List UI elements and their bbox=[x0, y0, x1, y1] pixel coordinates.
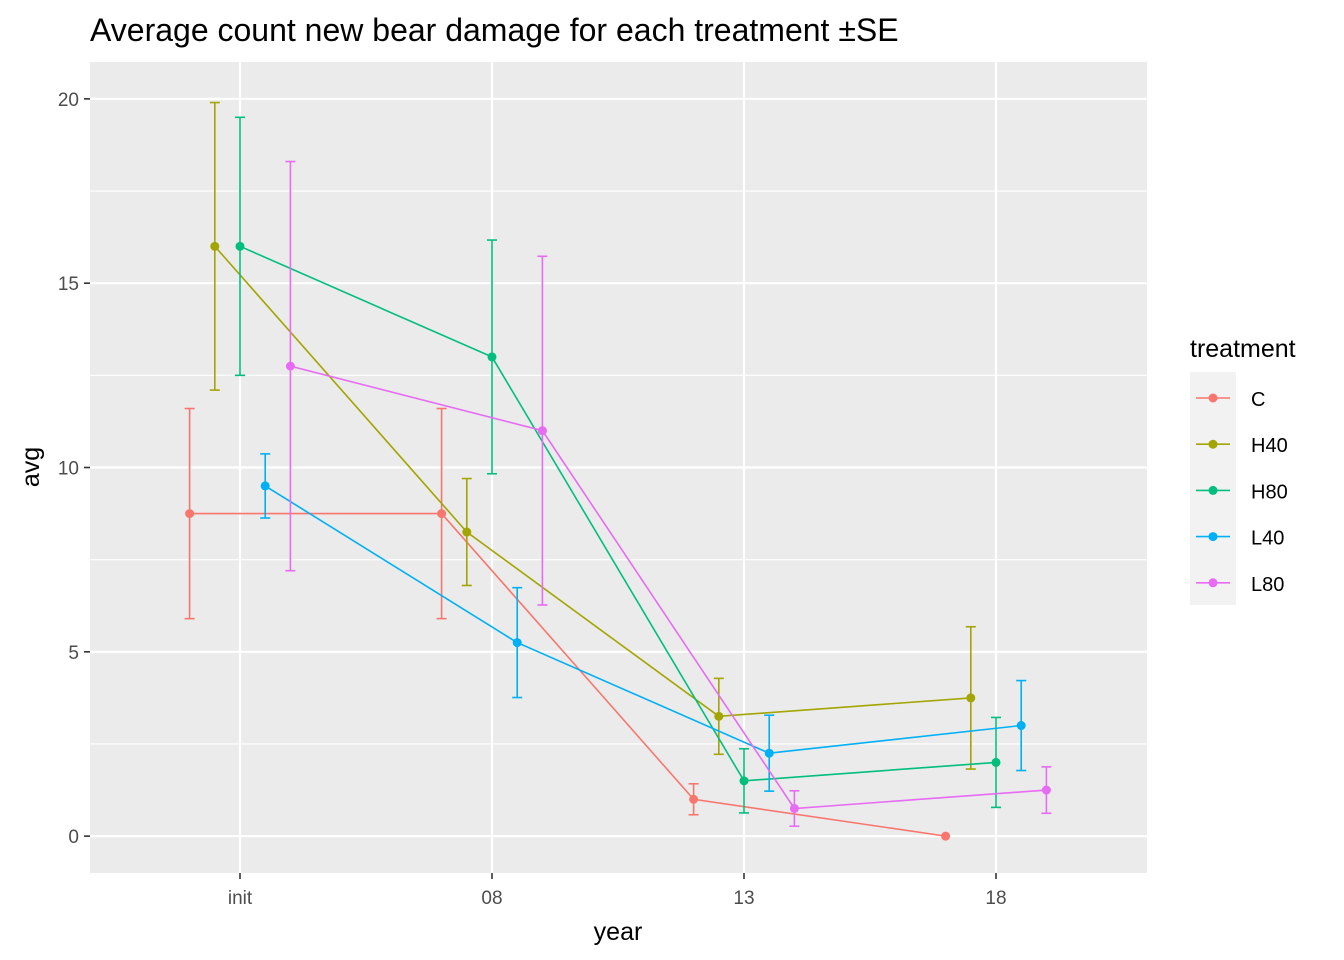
legend: treatment C H40 H80 L40 L80 bbox=[1190, 335, 1296, 605]
data-point bbox=[285, 361, 295, 371]
legend-item-l40: L40 bbox=[1196, 528, 1284, 550]
series-line-l40 bbox=[264, 485, 1022, 755]
legend-items: C H40 H80 L40 L80 bbox=[1196, 389, 1288, 596]
y-tick-label: 10 bbox=[58, 459, 79, 480]
legend-label: C bbox=[1251, 389, 1265, 411]
series-line-c bbox=[189, 512, 946, 837]
series-c bbox=[184, 407, 951, 841]
data-point bbox=[739, 776, 749, 786]
series-h80 bbox=[235, 116, 1001, 814]
x-tick-label: 08 bbox=[481, 888, 502, 909]
legend-key-point bbox=[1208, 485, 1218, 495]
legend-item-h80: H80 bbox=[1196, 481, 1288, 503]
x-tick-label: 13 bbox=[733, 888, 754, 909]
y-tick-label: 15 bbox=[58, 274, 79, 295]
y-tick-label: 5 bbox=[68, 643, 79, 664]
series-group bbox=[184, 101, 1052, 841]
legend-key-point bbox=[1208, 578, 1218, 588]
legend-label: H40 bbox=[1251, 435, 1288, 457]
legend-label: L40 bbox=[1251, 528, 1284, 550]
x-axis: init 08 13 18 bbox=[228, 873, 1007, 909]
legend-key-point bbox=[1208, 439, 1218, 449]
legend-key-point bbox=[1208, 532, 1218, 542]
data-point bbox=[1016, 721, 1026, 731]
data-point bbox=[210, 241, 220, 251]
data-point bbox=[966, 693, 976, 703]
legend-key-point bbox=[1208, 393, 1218, 403]
data-point bbox=[689, 794, 699, 804]
legend-item-c: C bbox=[1196, 389, 1265, 411]
legend-label: L80 bbox=[1251, 574, 1284, 596]
legend-item-h40: H40 bbox=[1196, 435, 1288, 457]
y-tick-label: 0 bbox=[68, 827, 79, 848]
series-l40 bbox=[260, 453, 1027, 792]
data-point bbox=[235, 241, 245, 251]
data-point bbox=[1041, 785, 1051, 795]
data-point bbox=[185, 509, 195, 519]
series-line-l80 bbox=[290, 365, 1047, 810]
data-point bbox=[462, 527, 472, 537]
series-line-h40 bbox=[214, 245, 971, 718]
x-tick-label: init bbox=[228, 888, 253, 909]
legend-label: H80 bbox=[1251, 481, 1288, 503]
legend-title: treatment bbox=[1190, 335, 1296, 363]
chart-title: Average count new bear damage for each t… bbox=[90, 12, 899, 48]
data-point bbox=[764, 748, 774, 758]
x-tick-label: 18 bbox=[985, 888, 1006, 909]
x-axis-title: year bbox=[594, 918, 643, 946]
series-h40 bbox=[209, 101, 976, 770]
data-point bbox=[512, 638, 522, 648]
data-point bbox=[537, 426, 547, 436]
series-l80 bbox=[285, 160, 1052, 827]
data-point bbox=[714, 711, 724, 721]
y-tick-label: 20 bbox=[58, 90, 79, 111]
data-point bbox=[437, 509, 447, 519]
series-line-h80 bbox=[239, 245, 997, 782]
legend-item-l80: L80 bbox=[1196, 574, 1284, 596]
data-point bbox=[789, 803, 799, 813]
data-point bbox=[991, 757, 1001, 767]
data-point bbox=[260, 481, 270, 491]
data-point bbox=[941, 831, 951, 841]
y-axis: 0 5 10 15 20 bbox=[58, 90, 90, 848]
data-point bbox=[487, 352, 497, 362]
y-axis-title: avg bbox=[17, 447, 45, 487]
